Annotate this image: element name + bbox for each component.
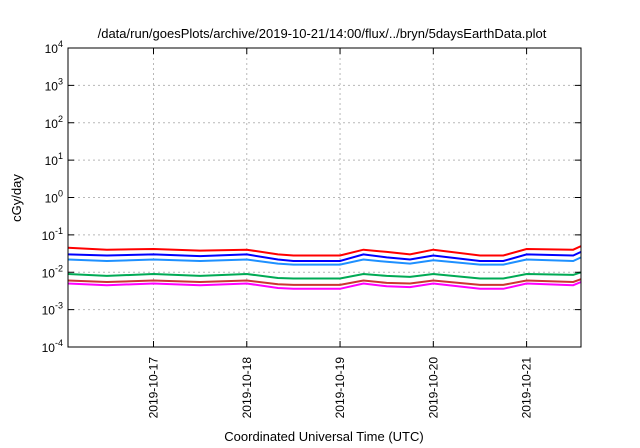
x-tick-label: 2019-10-19: [333, 357, 347, 419]
data-series: [67, 245, 582, 290]
series-line-2: [67, 250, 582, 262]
series-line-5: [67, 278, 582, 286]
x-tick-label: 2019-10-21: [520, 357, 534, 419]
series-line-4: [67, 271, 582, 280]
y-tick-label: 101: [45, 151, 63, 168]
y-tick-label: 10-1: [42, 226, 63, 243]
y-tick-label: 10-2: [42, 263, 63, 280]
y-tick-label: 103: [45, 76, 63, 93]
y-tick-label: 100: [45, 189, 63, 206]
y-axis: 10-4 10-3 10-2 10-1 100 101 102 103 104: [42, 39, 581, 355]
y-tick-label: 10-4: [42, 338, 63, 355]
chart-title: /data/run/goesPlots/archive/2019-10-21/1…: [98, 26, 547, 41]
y-axis-title: cGy/day: [9, 174, 24, 222]
grid-lines: [68, 48, 581, 347]
x-axis: 2019-10-17 2019-10-18 2019-10-19 2019-10-20…: [147, 48, 534, 418]
series-line-1: [67, 245, 582, 257]
y-tick-label: 104: [45, 39, 63, 56]
y-tick-label: 10-3: [42, 301, 63, 318]
x-axis-title: Coordinated Universal Time (UTC): [224, 429, 423, 444]
x-tick-label: 2019-10-20: [426, 357, 440, 419]
y-tick-label: 102: [45, 114, 63, 131]
x-tick-label: 2019-10-17: [147, 357, 161, 419]
series-line-6: [67, 281, 582, 290]
series-line-3: [67, 256, 582, 266]
x-tick-label: 2019-10-18: [240, 357, 254, 419]
